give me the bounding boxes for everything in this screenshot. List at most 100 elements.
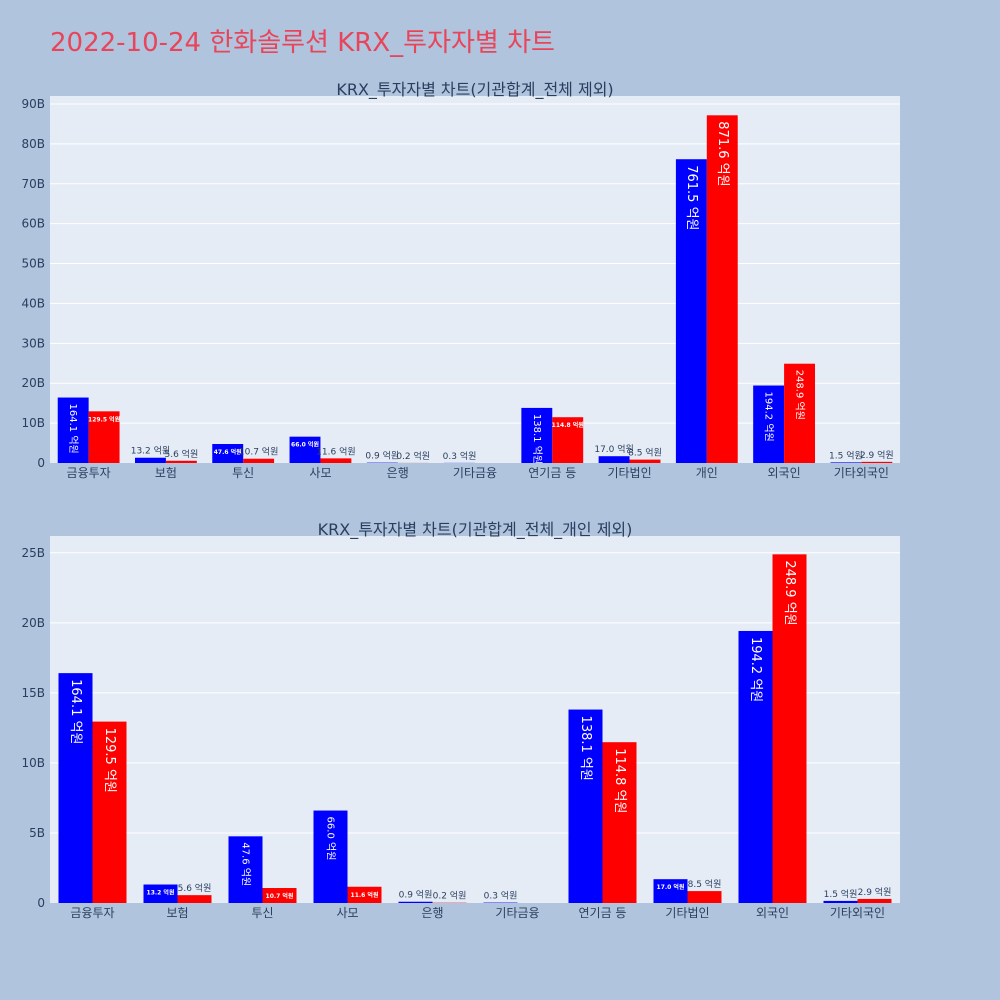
bar-sell — [687, 891, 722, 903]
chart-title: KRX_투자자별 차트(기관합계_전체 제외) — [336, 80, 613, 100]
x-tick-label: 보험 — [155, 466, 177, 480]
x-tick-label: 개인 — [696, 466, 718, 480]
bar-sell — [857, 898, 892, 903]
bar-sell — [243, 458, 275, 463]
bar-buy — [135, 457, 166, 463]
data-label: 1.5 억원 — [824, 888, 858, 900]
bar-sell — [629, 459, 661, 463]
x-tick-label: 기타외국인 — [830, 906, 885, 920]
y-tick-label: 40B — [21, 296, 45, 310]
bar-buy — [289, 436, 321, 463]
x-tick-label: 외국인 — [768, 466, 801, 480]
y-tick-label: 50B — [21, 257, 45, 271]
data-label: 248.9 억원 — [794, 370, 806, 420]
data-label: 1.5 억원 — [829, 449, 863, 461]
data-label: 13.2 억원 — [147, 889, 175, 897]
bar-sell — [706, 115, 738, 464]
y-tick-label: 25B — [21, 546, 45, 560]
data-label: 194.2 억원 — [748, 637, 763, 702]
bar-buy — [823, 900, 858, 903]
x-tick-label: 보험 — [166, 906, 188, 920]
bar-sell — [772, 554, 807, 903]
bar-buy — [653, 879, 688, 903]
data-label: 248.9 억원 — [782, 560, 797, 625]
x-tick-label: 사모 — [336, 906, 358, 920]
bar-sell — [861, 461, 893, 463]
bar-buy — [398, 901, 433, 903]
x-tick-label: 금융투자 — [70, 906, 114, 920]
bar-buy — [212, 444, 244, 463]
bar-sell — [347, 886, 382, 903]
y-tick-label: 70B — [21, 177, 45, 191]
x-tick-label: 연기금 등 — [579, 906, 627, 920]
page-title: 2022-10-24 한화솔루션 KRX_투자자별 차트 — [50, 28, 555, 58]
data-label: 871.6 억원 — [715, 121, 730, 186]
x-tick-label: 투신 — [232, 466, 254, 480]
y-tick-label: 10B — [21, 756, 45, 770]
data-label: 129.5 억원 — [88, 415, 120, 423]
y-tick-label: 10B — [21, 416, 45, 430]
data-label: 138.1 억원 — [578, 716, 593, 781]
x-tick-label: 기타법인 — [607, 466, 651, 480]
y-tick-label: 90B — [21, 97, 45, 111]
data-label: 2.9 억원 — [858, 886, 892, 898]
chart-title: KRX_투자자별 차트(기관합계_전체_개인 제외) — [318, 520, 633, 540]
data-label: 2.9 억원 — [860, 449, 894, 461]
data-label: 66.0 억원 — [291, 441, 319, 449]
chart-1: 0 10B 20B 30B 40B 50B 60B 70B 80B 90B KRX_투자자별 차트(… — [21, 80, 900, 480]
data-label: 47.6 억원 — [240, 842, 252, 886]
bar-buy — [313, 810, 348, 903]
data-label: 0.2 억원 — [433, 890, 467, 902]
y-tick-label: 60B — [21, 217, 45, 231]
bar-sell — [165, 460, 197, 463]
data-label: 66.0 억원 — [325, 817, 337, 861]
data-label: 114.8 억원 — [552, 421, 584, 429]
data-label: 129.5 억원 — [102, 728, 117, 793]
x-tick-label: 연기금 등 — [528, 466, 576, 480]
y-tick-label: 0 — [37, 896, 45, 910]
data-label: 10.7 억원 — [239, 446, 278, 458]
data-label: 0.3 억원 — [484, 890, 518, 902]
x-tick-label: 외국인 — [756, 906, 789, 920]
y-tick-label: 30B — [21, 336, 45, 350]
x-tick-label: 투신 — [251, 906, 273, 920]
y-tick-label: 5B — [29, 826, 45, 840]
data-label: 8.5 억원 — [688, 878, 722, 890]
bar-sell — [177, 895, 212, 903]
y-tick-label: 20B — [21, 376, 45, 390]
bar-buy — [753, 385, 785, 463]
x-tick-label: 기타금융 — [453, 466, 497, 480]
data-label: 138.1 억원 — [531, 414, 543, 464]
bar-buy — [228, 836, 263, 903]
data-label: 47.6 억원 — [214, 448, 242, 456]
bar-sell — [92, 721, 127, 903]
bar-sell — [552, 417, 584, 463]
bar-sell — [320, 458, 352, 463]
y-tick-label: 80B — [21, 137, 45, 151]
x-tick-label: 사모 — [309, 466, 331, 480]
data-label: 0.9 억원 — [365, 450, 399, 462]
data-label: 10.7 억원 — [266, 892, 294, 900]
bar-buy — [143, 884, 178, 903]
bar-sell — [88, 411, 120, 463]
x-tick-label: 기타외국인 — [834, 466, 889, 480]
data-label: 8.5 억원 — [628, 447, 662, 459]
chart-2: 0 5B 10B 15B 20B 25B KRX_투자자별 차트(기관합계_전체_개인 제외… — [21, 520, 900, 920]
data-label: 0.9 억원 — [399, 889, 433, 901]
y-tick-label: 15B — [21, 686, 45, 700]
data-label: 114.8 억원 — [612, 748, 627, 813]
x-tick-label: 은행 — [421, 905, 443, 920]
bar-buy — [57, 397, 89, 463]
data-label: 11.6 억원 — [351, 891, 379, 899]
bar-buy — [568, 709, 603, 903]
data-label: 13.2 억원 — [131, 445, 170, 457]
bar-sell — [602, 742, 637, 903]
bar-buy — [738, 630, 773, 903]
y-tick-label: 20B — [21, 616, 45, 630]
data-label: 11.6 억원 — [316, 445, 355, 457]
bar-buy — [830, 462, 862, 463]
data-label: 164.1 억원 — [67, 404, 79, 454]
data-label: 5.6 억원 — [164, 448, 198, 460]
bar-buy — [58, 673, 93, 903]
